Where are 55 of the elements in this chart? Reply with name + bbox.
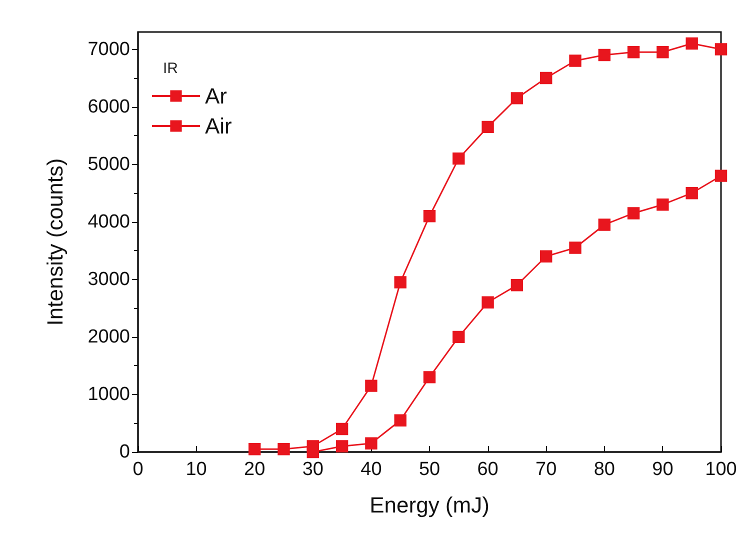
point (510, 279, 524, 292)
point (248, 443, 261, 456)
point (394, 276, 406, 288)
point (365, 380, 378, 392)
point (569, 54, 582, 67)
point (627, 46, 640, 58)
point (540, 250, 552, 262)
point (598, 48, 610, 62)
legend-title: IR (163, 60, 178, 77)
point (540, 72, 552, 84)
x-tick-label: 10 (186, 459, 207, 480)
x-tick-label: 50 (418, 459, 440, 480)
x-tick-label: 20 (244, 459, 266, 480)
point (336, 440, 348, 452)
point (423, 210, 436, 222)
point (423, 371, 436, 384)
point (306, 440, 319, 452)
x-tick-label: 0 (132, 459, 144, 480)
legend-label: Air (205, 114, 232, 138)
point (278, 443, 290, 456)
point (336, 422, 348, 436)
point (452, 152, 465, 165)
point (452, 330, 465, 344)
point (365, 437, 378, 450)
point (714, 43, 728, 56)
point (394, 414, 406, 426)
legend-label: Ar (205, 84, 227, 108)
point (482, 296, 494, 309)
y-tick-label: 7000 (88, 38, 130, 60)
point (598, 218, 610, 231)
y-tick-label: 4000 (88, 211, 130, 232)
x-tick-label: 40 (360, 459, 382, 480)
y-tick-label: 1000 (88, 384, 130, 405)
point (569, 242, 582, 254)
y-tick-label: 6000 (88, 96, 130, 118)
point (627, 207, 640, 220)
point (686, 186, 698, 200)
y-tick-label: 3000 (88, 268, 130, 290)
y-tick-label: 0 (119, 442, 130, 462)
point (656, 46, 669, 58)
x-tick-label: 60 (477, 459, 498, 480)
point (482, 120, 494, 134)
x-axis-title: Energy (mJ) (370, 492, 490, 518)
point (714, 170, 728, 182)
y-tick-label: 5000 (88, 154, 130, 175)
point (686, 37, 698, 50)
point (656, 198, 669, 211)
x-tick-label: 90 (652, 459, 674, 480)
x-tick-label: 80 (594, 459, 615, 480)
y-tick-label: 2000 (88, 326, 130, 348)
point (510, 92, 524, 104)
x-tick-label: 100 (705, 459, 737, 480)
x-tick-label: 70 (536, 459, 557, 480)
y-axis-title: Intensity (counts) (42, 158, 68, 326)
x-tick-label: 30 (302, 459, 324, 480)
